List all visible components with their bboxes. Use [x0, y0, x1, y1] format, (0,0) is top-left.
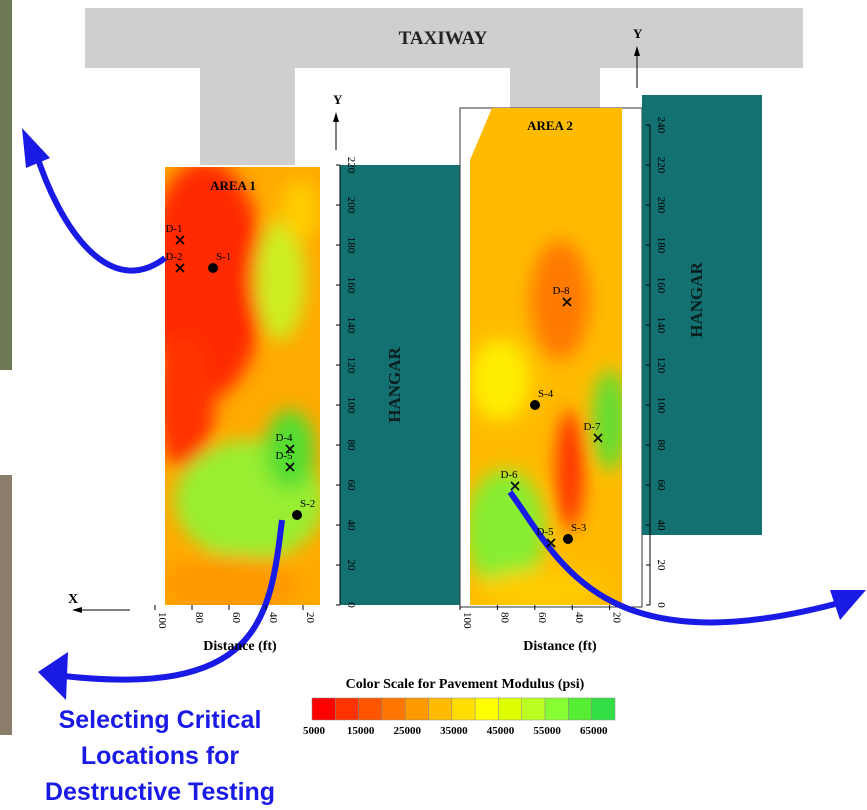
x-axis-title: Distance (ft) [523, 639, 597, 654]
sample-label: D-1 [165, 223, 182, 235]
y-tick-label: 20 [655, 560, 667, 572]
sample-label: D-8 [552, 285, 570, 297]
sample-label: S-2 [300, 498, 315, 510]
hangar-label: HANGAR [687, 262, 706, 338]
x-tick-label: 100 [156, 612, 168, 629]
scale-swatch [335, 698, 358, 720]
x-tick-label: 20 [611, 612, 623, 624]
sample-label: D-5 [536, 526, 554, 538]
y-tick-label: 120 [655, 357, 667, 374]
x-tick-label: 60 [230, 612, 242, 624]
sample-label: S-4 [538, 388, 554, 400]
scale-label: 55000 [533, 725, 561, 737]
scale-swatch [498, 698, 521, 720]
y-tick-label: 200 [345, 197, 357, 214]
y-tick-label: 80 [655, 440, 667, 452]
scale-swatch [405, 698, 428, 720]
sample-label: D-5 [275, 450, 293, 462]
y-tick-label: 60 [345, 480, 357, 492]
scale-swatch [359, 698, 382, 720]
scale-swatch [592, 698, 615, 720]
y-tick-label: 200 [655, 197, 667, 214]
x-axis-title: Distance (ft) [203, 639, 277, 654]
photo-strip [0, 0, 12, 370]
y-tick-label: 240 [655, 117, 667, 134]
scale-label: 35000 [440, 725, 468, 737]
scale-swatch [568, 698, 591, 720]
color-scale: 5000 15000 25000 35000 45000 55000 65000 [303, 698, 615, 737]
sample-dot [292, 510, 302, 520]
x-tick-label: 80 [193, 612, 205, 624]
scale-swatch [545, 698, 568, 720]
scale-label: 65000 [580, 725, 608, 737]
y-tick-label: 40 [655, 520, 667, 532]
sample-label: D-7 [583, 421, 601, 433]
photo-strip [0, 475, 12, 735]
x-tick-label: 20 [304, 612, 316, 624]
axis-label: Y [333, 92, 343, 107]
x-tick-label: 80 [498, 612, 510, 624]
y-tick-label: 140 [655, 317, 667, 334]
scale-swatch [429, 698, 452, 720]
sample-dot [208, 263, 218, 273]
sample-dot [563, 534, 573, 544]
y-tick-label: 40 [345, 520, 357, 532]
taxiway-label: TAXIWAY [399, 28, 488, 49]
y-tick-label: 80 [345, 440, 357, 452]
sample-label: D-2 [165, 251, 182, 263]
scale-title: Color Scale for Pavement Modulus (psi) [346, 677, 585, 692]
y-tick-label: 220 [345, 157, 357, 174]
y-tick-label: 100 [655, 397, 667, 414]
site-map: TAXIWAY HANGAR HANGAR Y Y [0, 0, 867, 810]
y-tick-label: 120 [345, 357, 357, 374]
area-title: AREA 2 [527, 118, 573, 133]
scale-swatch [312, 698, 335, 720]
scale-swatch [452, 698, 475, 720]
sample-label: S-1 [216, 251, 231, 263]
sample-label: D-6 [500, 469, 518, 481]
scale-label: 5000 [303, 725, 326, 737]
x-tick-label: 40 [267, 612, 279, 624]
y-tick-label: 180 [345, 237, 357, 254]
sample-label: D-4 [275, 432, 293, 444]
y-tick-label: 160 [345, 277, 357, 294]
scale-swatch [522, 698, 545, 720]
sample-dot [530, 400, 540, 410]
y-tick-label: 60 [655, 480, 667, 492]
area-title: AREA 1 [210, 178, 256, 193]
caption: Selecting Critical [59, 706, 262, 734]
y-tick-label: 100 [345, 397, 357, 414]
arrow-head [72, 607, 82, 613]
hangar-label: HANGAR [385, 347, 404, 423]
y-tick-label: 220 [655, 157, 667, 174]
y-tick-label: 180 [655, 237, 667, 254]
x-tick-label: 100 [461, 612, 473, 629]
caption: Locations for [81, 742, 240, 770]
scale-label: 15000 [347, 725, 375, 737]
sample-label: S-3 [571, 522, 587, 534]
y-tick-label: 0 [655, 602, 667, 608]
axis-label: X [68, 592, 78, 607]
x-tick-label: 60 [536, 612, 548, 624]
y-tick-label: 140 [345, 317, 357, 334]
caption: Destructive Testing [45, 778, 275, 806]
scale-label: 45000 [487, 725, 515, 737]
y-tick-label: 0 [345, 602, 357, 608]
y-tick-label: 160 [655, 277, 667, 294]
scale-label: 25000 [393, 725, 421, 737]
y-tick-label: 20 [345, 560, 357, 572]
arrow-head [333, 112, 339, 122]
scale-swatch [382, 698, 405, 720]
x-tick-label: 40 [573, 612, 585, 624]
axis-label: Y [633, 26, 643, 41]
scale-swatch [475, 698, 498, 720]
